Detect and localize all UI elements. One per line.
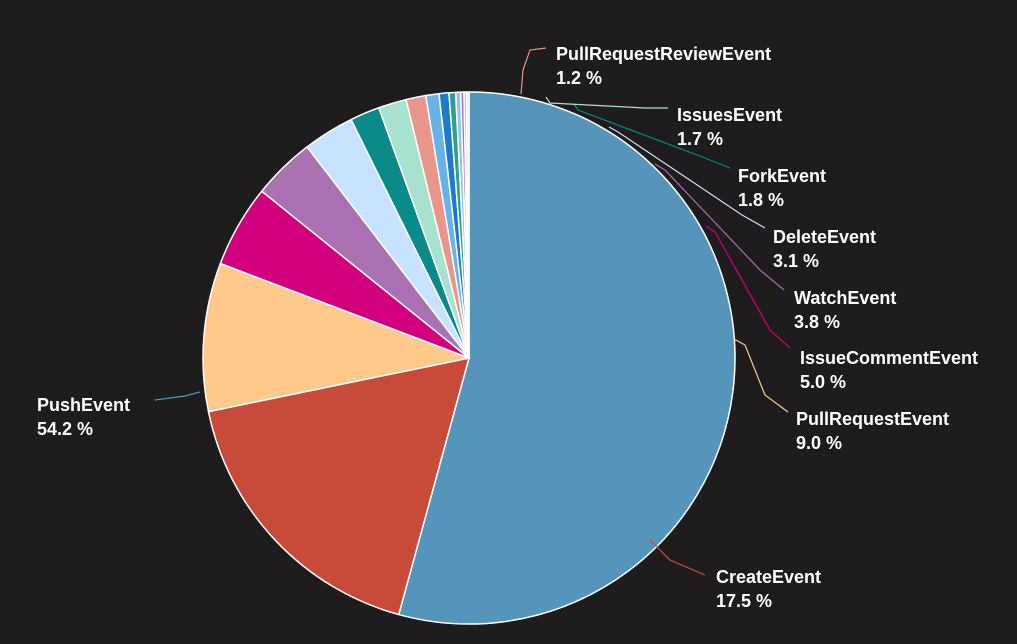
pie-slice-createevent <box>207 357 470 616</box>
slice-name-label: PullRequestEvent <box>796 409 949 429</box>
slice-name-label: DeleteEvent <box>773 227 876 247</box>
leader-line-pullrequestreviewevent <box>520 47 547 95</box>
slice-name-label: PushEvent <box>37 395 130 415</box>
slice-name-label: IssuesEvent <box>677 105 782 125</box>
slice-name-label: PullRequestReviewEvent <box>556 44 771 64</box>
slice-name-label: IssueCommentEvent <box>800 348 978 368</box>
leader-line-pushevent <box>154 391 201 401</box>
data-label-forkevent: ForkEvent 1.8 % <box>738 166 826 210</box>
slice-percent-label: 3.1 % <box>773 251 819 271</box>
leader-line-issuesevent <box>545 96 668 109</box>
pie-slice-pullrequestevent <box>202 262 470 413</box>
data-label-pullrequestreviewevent: PullRequestReviewEvent 1.2 % <box>556 44 771 88</box>
slice-percent-label: 1.8 % <box>738 190 784 210</box>
slice-percent-label: 5.0 % <box>800 372 846 392</box>
data-label-pullrequestevent: PullRequestEvent 9.0 % <box>796 409 949 453</box>
labels-layer: PushEvent 54.2 % CreateEvent 17.5 % PullRequ… <box>37 44 978 611</box>
data-label-deleteevent: DeleteEvent 3.1 % <box>773 227 876 271</box>
data-label-createevent: CreateEvent 17.5 % <box>716 567 821 611</box>
data-label-watchevent: WatchEvent 3.8 % <box>794 288 896 332</box>
data-label-issuesevent: IssuesEvent 1.7 % <box>677 105 782 149</box>
slice-percent-label: 1.7 % <box>677 129 723 149</box>
slice-percent-label: 54.2 % <box>37 419 93 439</box>
pie-slice-pushevent <box>397 91 736 625</box>
pie-slice-minor-15 <box>465 91 470 359</box>
slice-name-label: ForkEvent <box>738 166 826 186</box>
leader-line-forkevent <box>573 103 731 169</box>
slice-percent-label: 3.8 % <box>794 312 840 332</box>
slice-name-label: CreateEvent <box>716 567 821 587</box>
leader-line-watchevent <box>654 163 785 291</box>
leader-line-pullrequestevent <box>733 338 789 413</box>
leader-line-createevent <box>649 539 706 576</box>
slice-percent-label: 9.0 % <box>796 433 842 453</box>
leader-lines-layer <box>154 47 791 576</box>
slice-percent-label: 1.2 % <box>556 68 602 88</box>
slices-layer <box>202 91 736 625</box>
data-label-issuecommentevent: IssueCommentEvent 5.0 % <box>800 348 978 392</box>
data-label-pushevent: PushEvent 54.2 % <box>37 395 130 439</box>
slice-percent-label: 17.5 % <box>716 591 772 611</box>
leader-line-issuecommentevent <box>705 225 791 349</box>
slice-name-label: WatchEvent <box>794 288 896 308</box>
leader-line-deleteevent <box>608 126 766 229</box>
